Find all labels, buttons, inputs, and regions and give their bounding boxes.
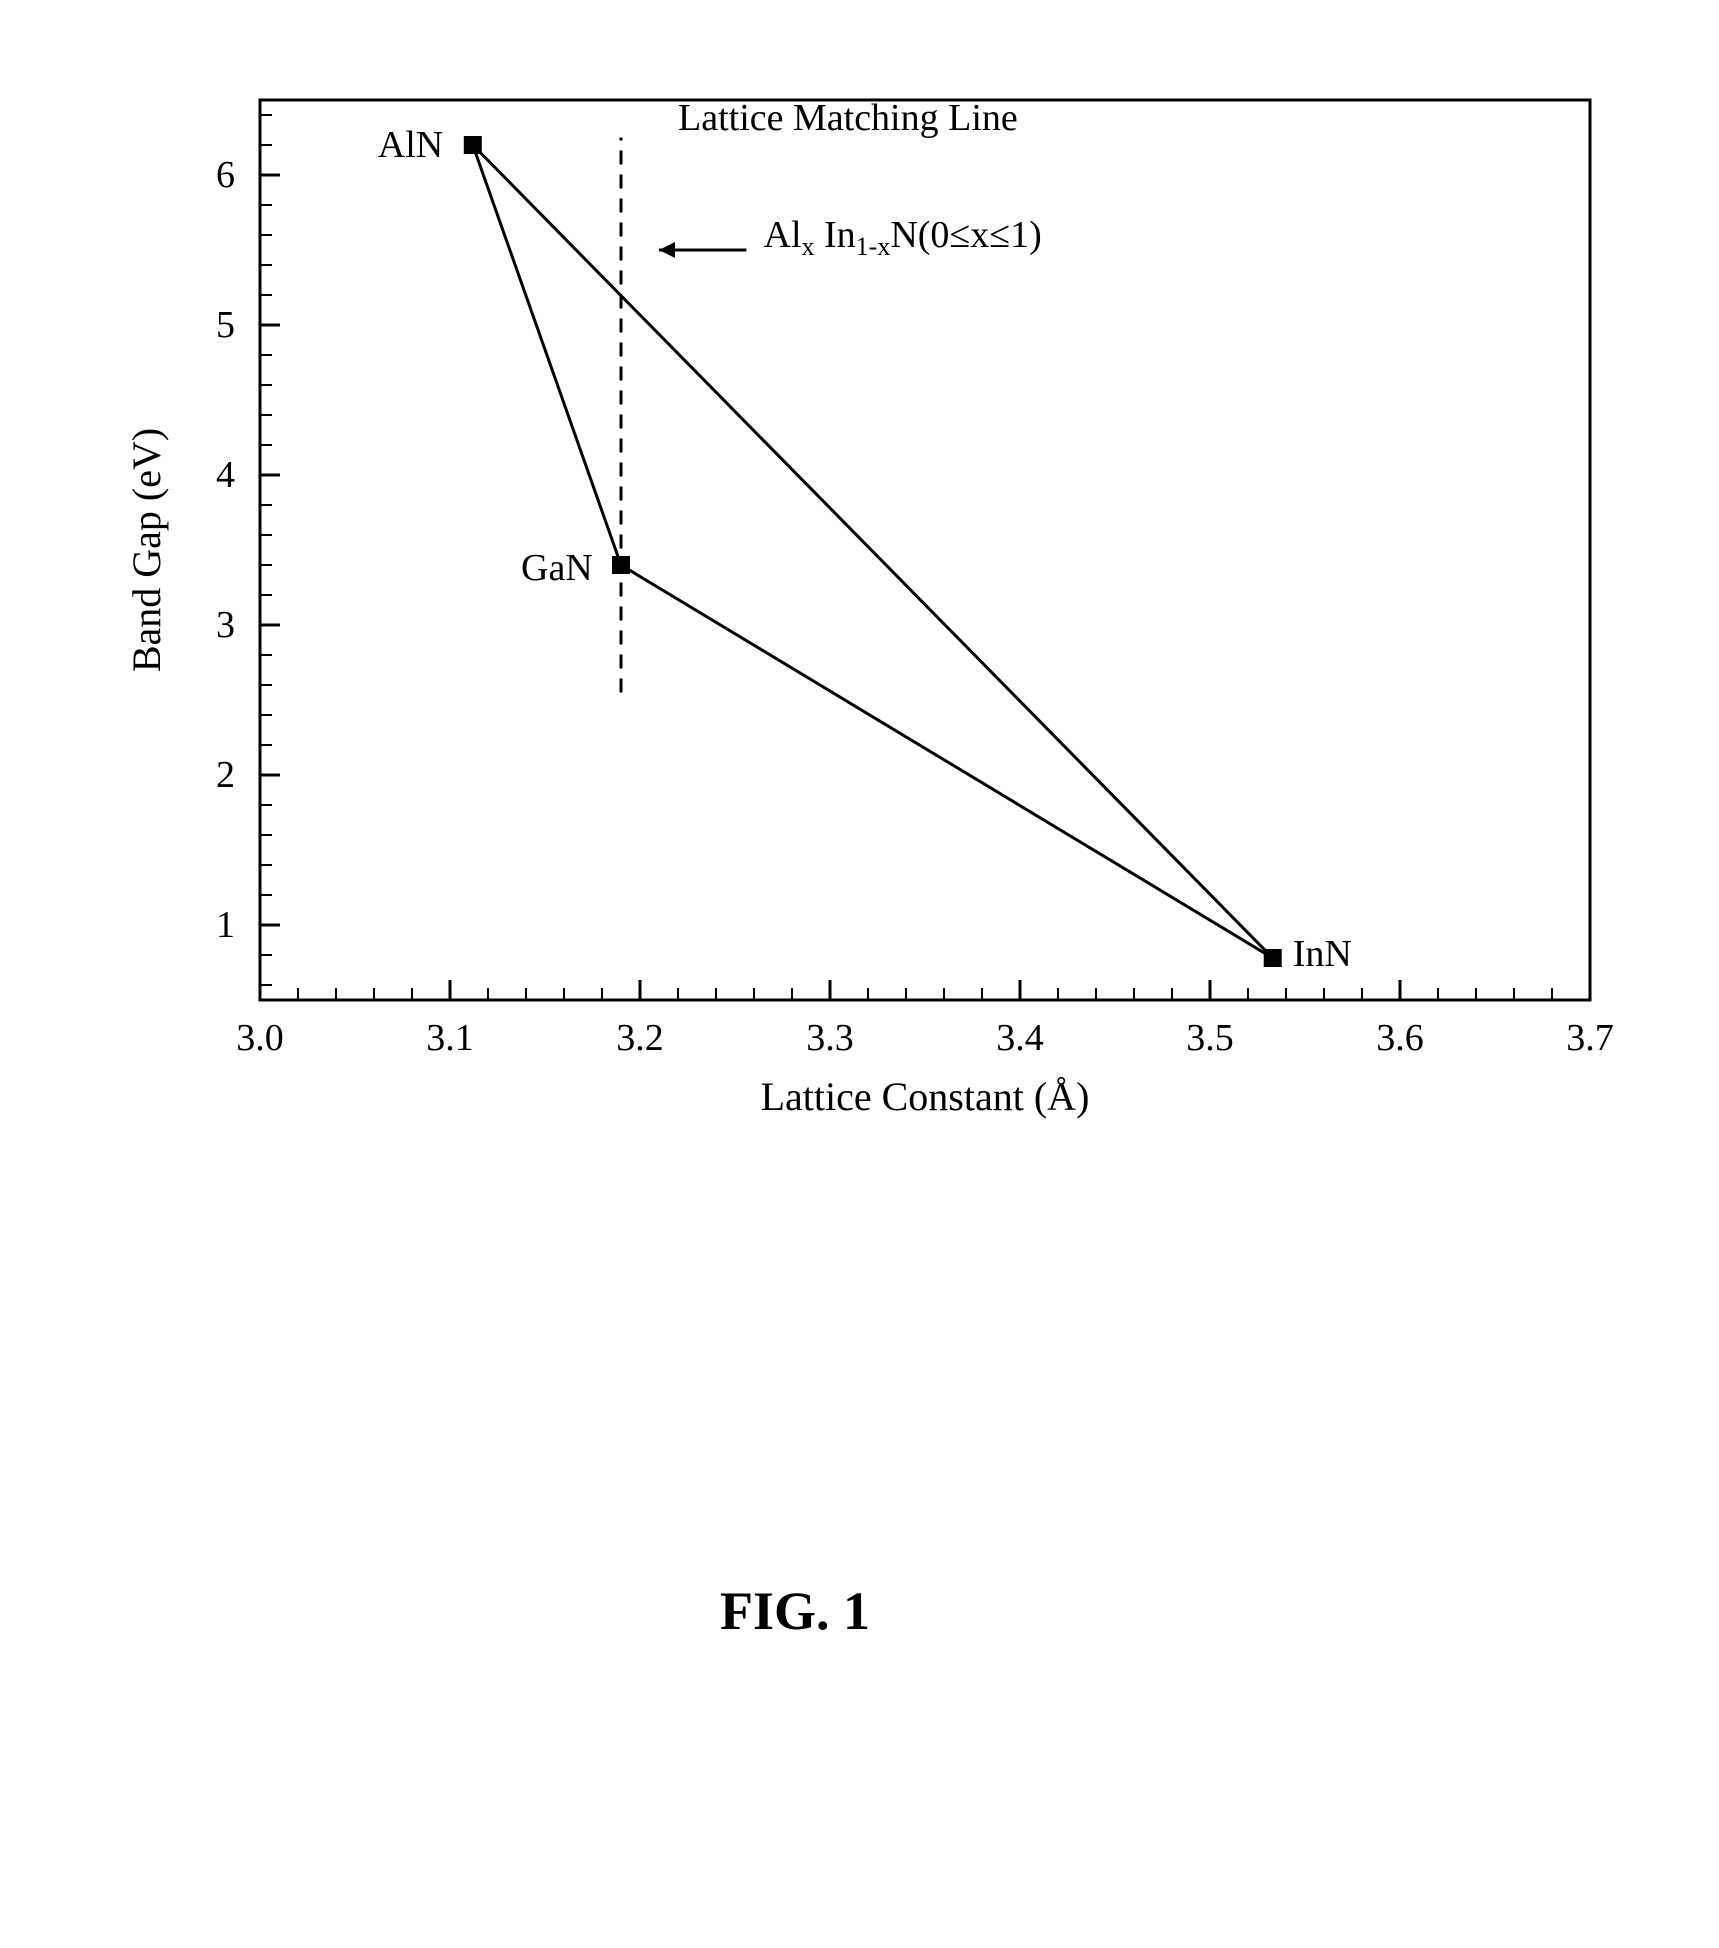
svg-text:InN: InN [1293, 933, 1352, 975]
svg-text:Band Gap (eV): Band Gap (eV) [124, 428, 169, 672]
bandgap-chart: 3.0 3.1 3.2 3.3 3.4 3.5 3.6 3.7 1 2 3 4 5 6 Lattice Co… [80, 60, 1640, 1160]
svg-text:1: 1 [216, 904, 235, 946]
svg-text:3.0: 3.0 [236, 1017, 284, 1059]
svg-text:Lattice Matching Line: Lattice Matching Line [678, 97, 1018, 139]
svg-text:2: 2 [216, 754, 235, 796]
chart-container: 3.0 3.1 3.2 3.3 3.4 3.5 3.6 3.7 1 2 3 4 5 6 Lattice Co… [80, 60, 1640, 1165]
svg-text:3.4: 3.4 [996, 1017, 1044, 1059]
svg-text:AlN: AlN [378, 124, 443, 166]
svg-text:GaN: GaN [521, 547, 593, 589]
svg-text:3.2: 3.2 [616, 1017, 664, 1059]
svg-text:3.5: 3.5 [1186, 1017, 1234, 1059]
svg-text:Lattice Constant (Å): Lattice Constant (Å) [761, 1074, 1090, 1119]
svg-text:6: 6 [216, 154, 235, 196]
svg-text:3.3: 3.3 [806, 1017, 854, 1059]
svg-text:3.6: 3.6 [1376, 1017, 1424, 1059]
svg-text:3.7: 3.7 [1566, 1017, 1614, 1059]
svg-text:3.1: 3.1 [426, 1017, 474, 1059]
figure-caption: FIG. 1 [720, 1580, 870, 1642]
svg-text:5: 5 [216, 304, 235, 346]
svg-text:Alx In1-xN(0≤x≤1): Alx In1-xN(0≤x≤1) [764, 214, 1042, 261]
svg-text:3: 3 [216, 604, 235, 646]
svg-text:4: 4 [216, 454, 235, 496]
